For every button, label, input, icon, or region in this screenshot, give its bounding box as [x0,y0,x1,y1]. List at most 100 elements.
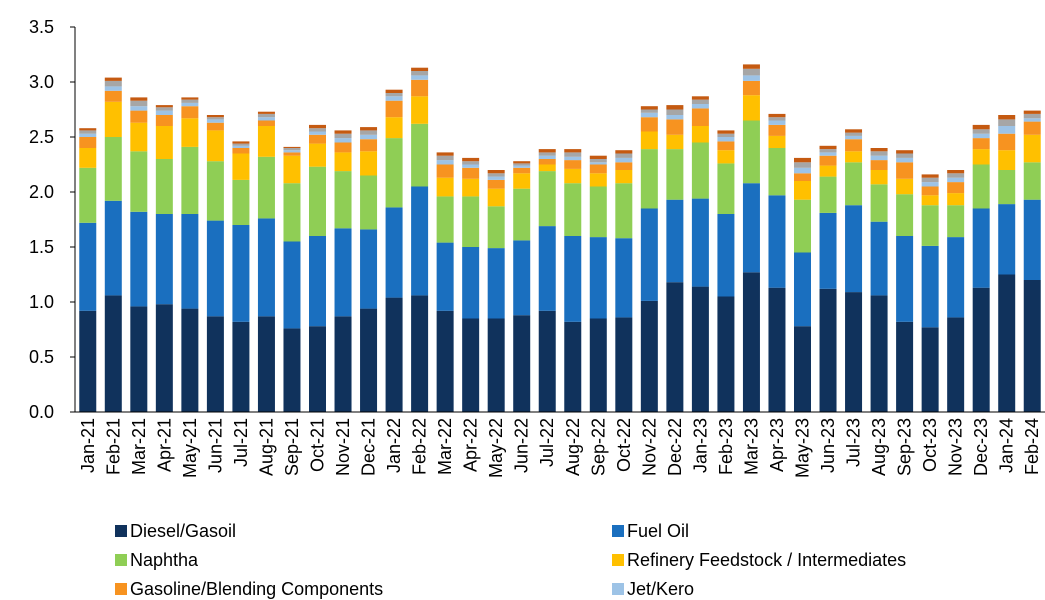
bar-segment [462,164,480,168]
bar-segment [360,130,378,135]
bar-segment [717,137,735,142]
bar-segment [947,237,965,318]
bar-segment [972,138,990,150]
bar-segment [615,238,633,318]
bar-segment [666,149,684,200]
bar-segment [462,247,480,319]
bar-segment [487,318,505,412]
bar-segment [232,225,250,322]
x-tick-label: Jul-22 [537,418,557,467]
bar-segment [104,295,122,412]
x-tick-label: Nov-21 [333,418,353,476]
bar-segment [487,173,505,177]
x-tick-label: Mar-23 [741,418,761,475]
bar-segment [870,295,888,412]
bar-segment [947,182,965,194]
x-tick-label: Dec-21 [359,418,379,476]
bar-segment [666,109,684,115]
bar-segment [589,237,607,319]
bar-segment [360,151,378,176]
bar-segment [1023,118,1041,122]
bar-segment [845,151,863,163]
bar-segment [717,296,735,412]
bar-segment [794,181,811,200]
bar-segment [309,166,326,236]
bar-segment [768,124,786,136]
bar-segment [181,146,199,214]
bar-segment [155,107,173,111]
legend-label: Refinery Feedstock / Intermediates [627,550,906,570]
x-tick-label: Jun-23 [818,418,838,473]
bar-segment [819,149,837,153]
bar-segment [130,151,148,212]
legend-swatch [612,583,624,595]
bar-segment [947,317,965,412]
bar-segment [998,274,1016,412]
bar-segment [309,143,326,167]
legend-swatch [115,583,127,595]
bar-segment [717,141,735,151]
y-tick-label: 1.0 [29,292,54,312]
bar-segment [998,119,1016,126]
bar-segment [487,188,505,207]
bar-segment [411,71,429,76]
x-tick-label: Jul-23 [844,418,864,467]
bar-segment [385,96,403,101]
bar-segment [896,153,914,158]
bar-segment [462,196,480,247]
bar-segment [947,170,965,174]
bar-segment [334,171,352,229]
bar-segment [870,184,888,222]
bar-segment [538,164,556,172]
bar-segment [130,110,148,123]
bar-segment [360,127,378,131]
bar-segment [538,310,556,412]
bar-segment [360,308,378,412]
bar-segment [768,120,786,125]
bar-segment [385,93,403,97]
bar-segment [768,148,786,196]
legend-swatch [612,554,624,566]
x-tick-label: Feb-24 [1022,418,1042,475]
bar-segment [896,162,914,179]
bar-segment [794,326,811,412]
bar-segment [691,99,709,104]
bar-segment [972,287,990,412]
x-tick-label: May-22 [486,418,506,478]
bar-segment [615,162,633,170]
bar-segment [896,150,914,154]
bar-segment [921,327,939,412]
x-tick-label: Jan-23 [690,418,710,473]
bar-segment [640,300,658,412]
bar-segment [691,198,709,287]
bar-segment [819,152,837,156]
bar-segment [845,139,863,152]
bar-segment [513,167,531,174]
bar-segment [181,97,199,100]
bar-segment [181,118,199,147]
bar-segment [487,206,505,249]
bar-segment [206,220,224,317]
bar-segment [385,138,403,208]
bar-segment [870,151,888,156]
bar-segment [436,160,454,165]
bar-segment [538,159,556,165]
bar-segment [411,79,429,97]
bar-segment [921,205,939,246]
bar-segment [283,148,301,151]
bar-segment [589,318,607,412]
x-tick-label: May-21 [180,418,200,478]
bar-segment [666,282,684,412]
bar-segment [870,221,888,296]
bar-segment [896,178,914,195]
bar-segment [411,75,429,80]
legend-label: Gasoline/Blending Components [130,579,383,599]
x-tick-label: Aug-21 [256,418,276,476]
bar-segment [385,207,403,298]
bar-segment [487,179,505,189]
bar-segment [206,115,224,118]
bar-segment [79,310,97,412]
bar-segment [257,111,275,114]
bar-segment [232,145,250,148]
bar-segment [334,142,352,153]
